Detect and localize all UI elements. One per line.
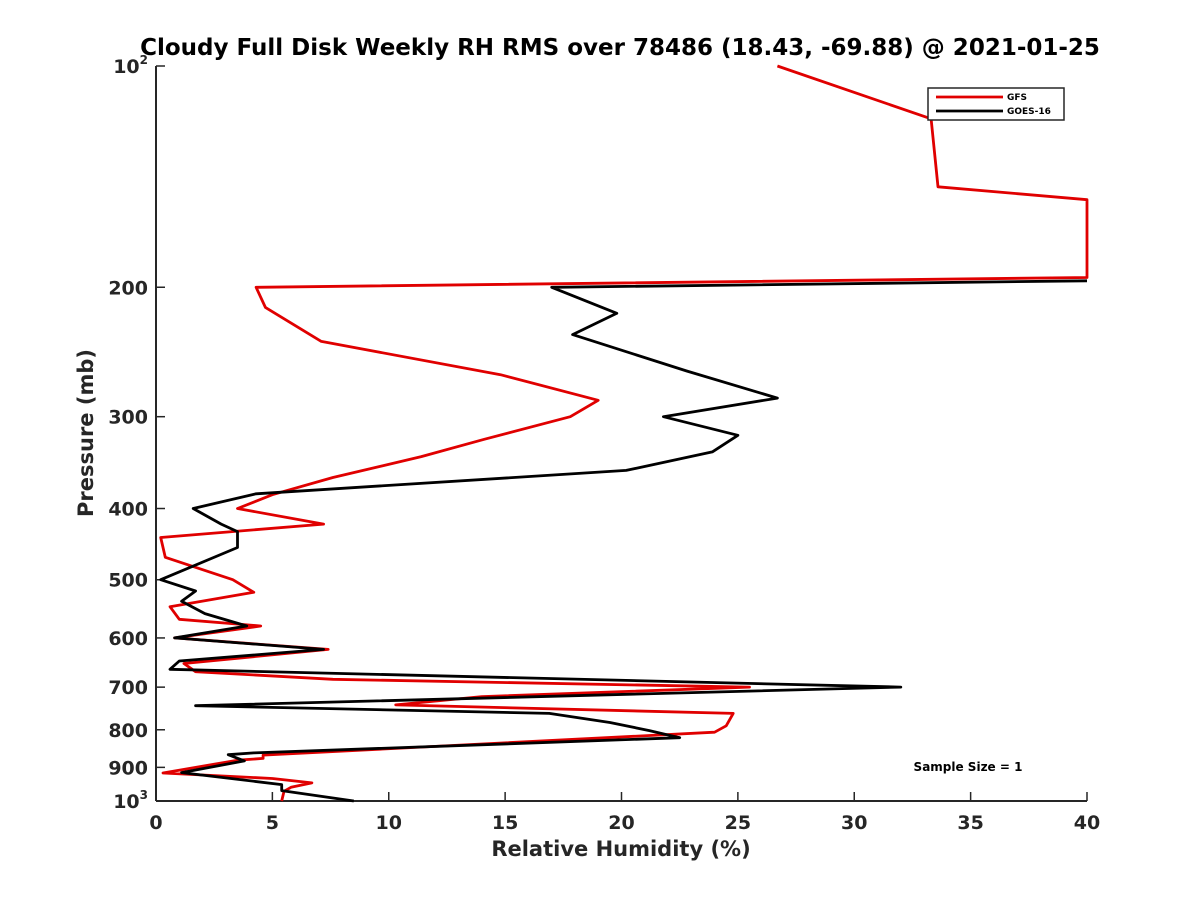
x-tick-label: 35 [957,812,983,834]
legend-label-gfs: GFS [1007,93,1027,103]
legend: GFS GOES-16 [927,87,1065,121]
chart-title: Cloudy Full Disk Weekly RH RMS over 7848… [140,35,1100,61]
series-layer [159,64,1089,803]
x-tick-label: 40 [1074,812,1100,834]
sample-size-annotation: Sample Size = 1 [914,760,1023,774]
series-line-goes16 [159,279,1088,803]
x-tick-label: 15 [492,812,518,834]
x-tick-label: 30 [841,812,867,834]
y-tick-label: 900 [108,757,148,779]
x-ticks: 0 5 10 15 20 25 30 35 40 [149,792,1100,834]
x-tick-label: 0 [149,812,162,834]
x-tick-label: 10 [376,812,402,834]
legend-label-goes16: GOES-16 [1007,107,1051,117]
x-tick-label: 5 [266,812,279,834]
x-axis-label: Relative Humidity (%) [491,837,750,861]
y-tick-label: 800 [108,720,148,742]
y-tick-label: 103 [113,788,148,813]
y-tick-label: 600 [108,628,148,650]
y-tick-label: 400 [108,499,148,521]
x-tick-label: 25 [725,812,751,834]
y-tick-label: 200 [108,277,148,299]
y-tick-label: 300 [108,407,148,429]
y-tick-label: 700 [108,677,148,699]
x-tick-label: 20 [608,812,634,834]
y-axis-label: Pressure (mb) [74,349,98,517]
y-tick-label: 500 [108,570,148,592]
legend-box [927,87,1065,121]
y-tick-label: 102 [113,53,148,78]
series-line-gfs [159,64,1089,802]
